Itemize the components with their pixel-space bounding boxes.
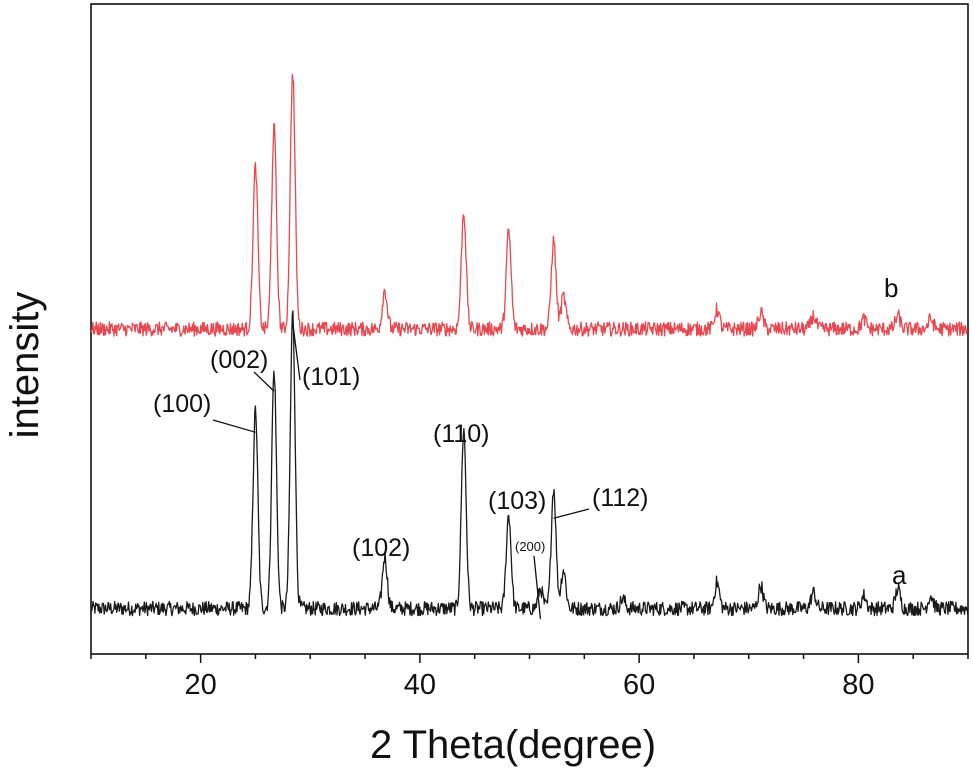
- leader-line: [212, 419, 256, 433]
- peak-leader-lines: [212, 322, 590, 620]
- peak-label-112: (112): [592, 484, 649, 512]
- peak-label-101: (101): [302, 363, 360, 391]
- x-tick-label: 20: [184, 669, 216, 701]
- x-axis-ticks: 20 40 60 80: [90, 654, 969, 701]
- x-tick-label: 40: [404, 669, 436, 701]
- series-label-a: a: [892, 560, 907, 590]
- peak-label-110: (110): [433, 420, 490, 448]
- peak-label-103: (103): [488, 487, 546, 515]
- leader-line: [292, 322, 301, 381]
- peak-label-002: (002): [210, 346, 268, 374]
- x-tick-label: 80: [842, 669, 874, 701]
- leader-line: [253, 371, 275, 392]
- series-line-b: [90, 73, 969, 337]
- y-axis-title: intensity: [3, 292, 47, 439]
- x-tick-label: 60: [623, 669, 655, 701]
- series-layer: [90, 73, 969, 617]
- series-line-a: [90, 310, 969, 617]
- leader-line: [533, 555, 542, 620]
- series-label-b: b: [884, 273, 898, 303]
- peak-label-200: (200): [515, 539, 545, 554]
- x-axis-title: 2 Theta(degree): [370, 723, 656, 767]
- peak-label-100: (100): [153, 390, 211, 418]
- leader-line: [553, 508, 590, 519]
- peak-label-102: (102): [352, 534, 410, 562]
